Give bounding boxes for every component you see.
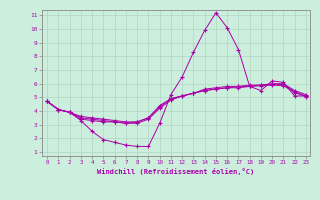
X-axis label: Windchill (Refroidissement éolien,°C): Windchill (Refroidissement éolien,°C): [97, 168, 255, 175]
